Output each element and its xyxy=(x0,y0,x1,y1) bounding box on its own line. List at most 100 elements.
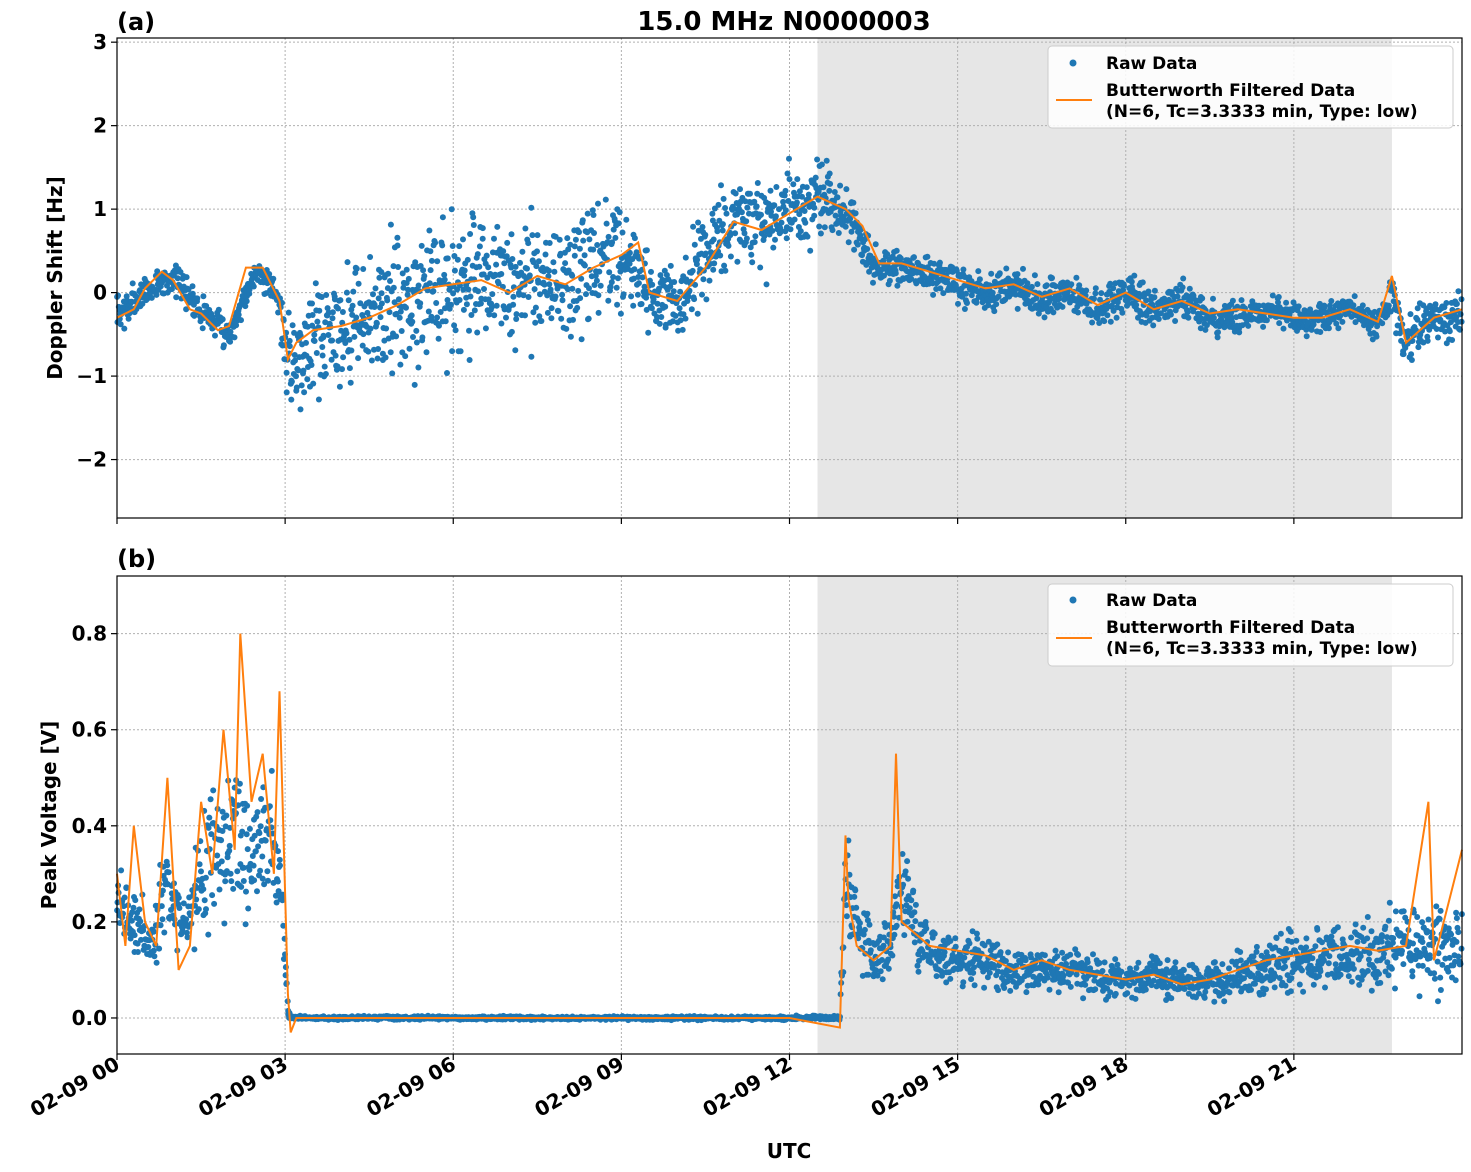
raw-data-point xyxy=(612,234,619,241)
raw-data-point xyxy=(861,926,868,933)
raw-data-point xyxy=(220,342,227,349)
raw-data-point xyxy=(857,226,864,233)
raw-data-point xyxy=(626,249,633,256)
figure-title: 15.0 MHz N0000003 xyxy=(637,7,930,37)
raw-data-point xyxy=(963,290,969,297)
raw-data-point xyxy=(329,309,336,316)
raw-data-point xyxy=(691,296,698,303)
raw-data-point xyxy=(410,334,416,340)
raw-data-point xyxy=(685,293,692,300)
raw-data-point xyxy=(1054,953,1061,960)
raw-data-point xyxy=(311,338,318,344)
raw-data-point xyxy=(405,286,411,293)
raw-data-point xyxy=(915,968,922,975)
raw-data-point xyxy=(1113,314,1120,321)
raw-data-point xyxy=(1309,955,1316,962)
raw-data-point xyxy=(866,921,873,928)
raw-data-point xyxy=(1164,957,1171,964)
raw-data-point xyxy=(567,241,574,248)
raw-data-point xyxy=(843,186,850,193)
raw-data-point xyxy=(343,289,350,296)
raw-data-point xyxy=(159,916,166,923)
raw-data-point xyxy=(1124,990,1131,997)
raw-data-point xyxy=(912,901,919,908)
raw-data-point xyxy=(1237,949,1244,955)
raw-data-point xyxy=(355,355,362,362)
raw-data-point xyxy=(1210,295,1216,302)
raw-data-point xyxy=(512,263,519,270)
raw-data-point xyxy=(1300,988,1307,995)
raw-data-point xyxy=(901,932,908,939)
raw-data-point xyxy=(250,283,257,290)
raw-data-point xyxy=(286,343,293,350)
raw-data-point xyxy=(1400,351,1407,358)
raw-data-point xyxy=(335,305,341,312)
raw-data-point xyxy=(339,309,346,315)
raw-data-point xyxy=(137,918,144,925)
raw-data-point xyxy=(1114,961,1121,968)
raw-data-point xyxy=(312,280,319,287)
raw-data-point xyxy=(532,304,539,311)
raw-data-point xyxy=(1312,943,1319,950)
raw-data-point xyxy=(477,300,484,307)
raw-data-point xyxy=(437,309,444,315)
raw-data-point xyxy=(1457,311,1464,318)
raw-data-point xyxy=(700,276,707,283)
raw-data-point xyxy=(931,930,938,937)
raw-data-point xyxy=(1314,926,1321,933)
raw-data-point xyxy=(694,256,701,263)
raw-data-point xyxy=(250,862,257,869)
raw-data-point xyxy=(522,312,528,319)
raw-data-point xyxy=(662,303,669,310)
raw-data-point xyxy=(525,294,532,300)
raw-data-point xyxy=(1075,309,1081,316)
raw-data-point xyxy=(550,259,557,266)
raw-data-point xyxy=(257,823,264,830)
raw-data-point xyxy=(528,204,535,211)
raw-data-point xyxy=(650,296,657,303)
raw-data-point xyxy=(719,227,726,234)
raw-data-point xyxy=(738,209,745,216)
raw-data-point xyxy=(923,925,930,932)
raw-data-point xyxy=(555,308,562,314)
raw-data-point xyxy=(463,301,470,308)
raw-data-point xyxy=(304,376,311,383)
raw-data-point xyxy=(544,309,551,316)
raw-data-point xyxy=(976,276,983,283)
raw-data-point xyxy=(481,286,487,292)
raw-data-point xyxy=(1131,272,1138,279)
raw-data-point xyxy=(415,282,422,289)
raw-data-point xyxy=(274,878,281,885)
raw-data-point xyxy=(780,198,787,205)
raw-data-point xyxy=(1142,986,1149,993)
raw-data-point xyxy=(641,283,648,290)
raw-data-point xyxy=(346,365,353,372)
raw-data-point xyxy=(607,283,614,290)
raw-data-point xyxy=(1219,961,1226,968)
raw-data-point xyxy=(711,260,718,267)
raw-data-point xyxy=(936,259,943,266)
raw-data-point xyxy=(1275,294,1282,300)
raw-data-point xyxy=(693,261,700,268)
raw-data-point xyxy=(195,906,202,913)
raw-data-point xyxy=(594,242,601,248)
raw-data-point xyxy=(396,314,403,321)
raw-data-point xyxy=(884,251,891,258)
raw-data-point xyxy=(718,182,724,189)
raw-data-point xyxy=(580,237,587,244)
raw-data-point xyxy=(389,370,396,377)
raw-data-point xyxy=(207,796,214,803)
raw-data-point xyxy=(564,235,571,242)
raw-data-point xyxy=(1033,295,1040,302)
raw-data-point xyxy=(777,228,784,235)
raw-data-point xyxy=(966,940,973,947)
raw-data-point xyxy=(199,325,206,332)
raw-data-point xyxy=(452,327,459,334)
raw-data-point xyxy=(893,247,900,254)
raw-data-point xyxy=(200,886,207,893)
raw-data-point xyxy=(444,255,451,262)
raw-data-point xyxy=(541,281,548,288)
raw-data-point xyxy=(880,942,887,949)
raw-data-point xyxy=(1282,963,1289,970)
